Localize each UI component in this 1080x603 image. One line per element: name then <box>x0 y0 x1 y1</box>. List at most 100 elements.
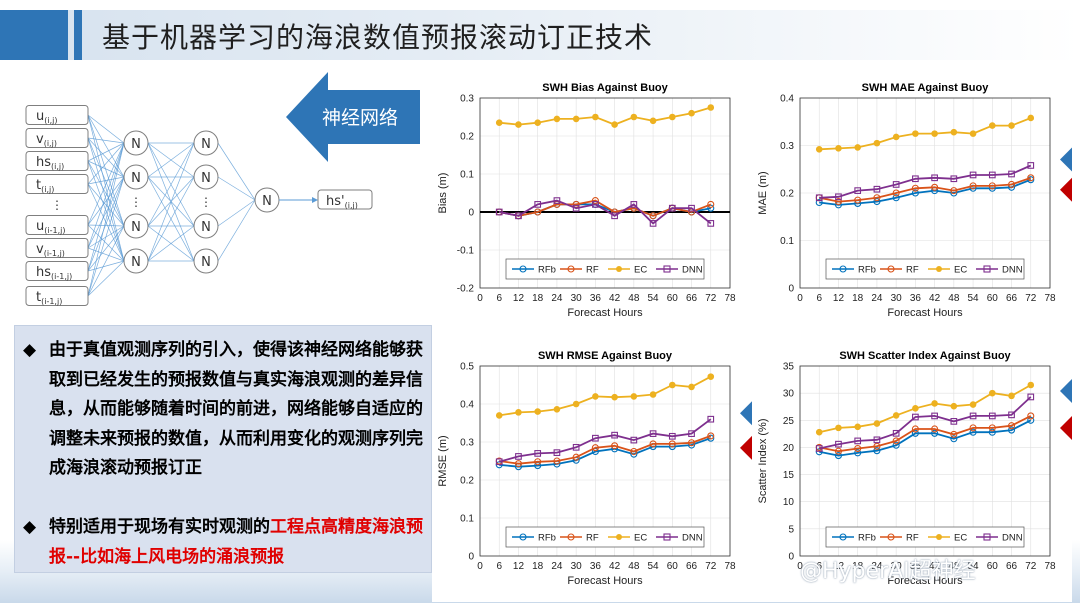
data-point-rf <box>854 196 862 204</box>
legend-label: RF <box>586 533 599 544</box>
legend-marker <box>887 265 895 273</box>
x-tick-label: 6 <box>816 561 822 572</box>
plot-frame <box>799 97 1051 289</box>
input-label: t(i,j) <box>36 178 54 194</box>
data-point-dnn <box>815 445 823 452</box>
input-connection <box>87 137 125 227</box>
legend-label: EC <box>954 533 967 544</box>
neuron-label: N <box>201 220 211 235</box>
data-point-dnn <box>611 431 618 439</box>
input-label: v(i-1,j) <box>36 242 65 258</box>
x-tick-label: 72 <box>705 293 717 304</box>
data-point-rf <box>873 442 881 450</box>
input-label: v(i,j) <box>36 132 57 148</box>
legend-marker <box>567 265 575 273</box>
data-point-rf <box>534 208 542 216</box>
data-point-dnn <box>835 440 842 448</box>
title-accent-block <box>0 10 68 60</box>
data-point-ec <box>873 139 881 147</box>
data-point-dnn <box>854 437 862 445</box>
data-point-dnn <box>688 204 695 212</box>
legend-label: DNN <box>682 265 703 276</box>
data-point-dnn <box>892 429 900 437</box>
x-tick-label: 78 <box>1044 561 1056 572</box>
data-point-dnn <box>592 434 599 442</box>
data-point-rf <box>854 444 862 453</box>
y-tick-label: 25 <box>783 416 795 427</box>
input-connection <box>87 137 125 262</box>
data-point-ec <box>669 381 676 389</box>
data-point-rfb <box>950 435 958 443</box>
data-point-rf <box>687 439 696 447</box>
annotation-arrow-blue <box>1060 378 1072 403</box>
data-point-dnn <box>969 171 977 179</box>
data-point-ec <box>553 115 561 123</box>
annotation-arrow-red <box>1060 177 1072 202</box>
legend-marker <box>519 265 527 273</box>
data-point-dnn <box>495 458 503 466</box>
x-tick-label: 30 <box>571 293 583 304</box>
chart-bias: SWH Bias Against Buoy -0.2 -0.1 0 0.1 0.2 0.3 0… <box>432 72 752 334</box>
x-tick-label: 72 <box>1025 293 1037 304</box>
data-point-rf <box>707 200 715 208</box>
neuron-node <box>193 130 219 156</box>
data-point-rfb <box>931 429 939 437</box>
data-point-rfb <box>892 194 900 202</box>
x-tick-label: 0 <box>477 293 483 304</box>
input-box <box>25 128 89 148</box>
input-ellipsis: ⋮ <box>51 198 63 212</box>
neuron-label: N <box>262 194 272 209</box>
chart-background <box>752 72 1072 334</box>
input-label: u(i-1,j) <box>36 219 65 235</box>
legend-box <box>825 258 1025 280</box>
input-connection <box>87 260 125 297</box>
input-connection <box>87 225 125 297</box>
x-tick-label: 78 <box>724 561 736 572</box>
data-point-ec <box>649 391 657 398</box>
input-box <box>25 105 89 125</box>
data-point-ec <box>815 146 823 153</box>
neuron-node <box>123 164 149 190</box>
legend-label: RFb <box>538 265 556 276</box>
x-tick-label: 72 <box>705 561 717 572</box>
data-point-dnn <box>854 187 862 194</box>
data-point-ec <box>572 115 580 123</box>
data-point-ec <box>495 119 503 127</box>
data-point-rf <box>931 425 939 433</box>
input-connection <box>87 142 125 185</box>
data-point-rf <box>572 453 580 461</box>
hidden-connection <box>147 142 195 262</box>
input-box <box>25 215 89 235</box>
y-tick-label: -0.1 <box>457 246 475 257</box>
paragraph-2: 特别适用于现场有实时观测的工程点高精度海浪预报--比如海上风电场的涌浪预报 <box>49 513 427 572</box>
x-tick-label: 66 <box>686 561 698 572</box>
paragraph-1: 由于真值观测序列的引入，使得该神经网络能够获取到已经发生的预报数值与真实海浪观测… <box>49 340 423 478</box>
neuron-node <box>193 164 219 190</box>
y-tick-label: 15 <box>783 470 795 481</box>
annotation-arrow-red <box>1060 415 1072 440</box>
x-tick-label: 54 <box>648 561 660 572</box>
neuron-label: N <box>201 137 211 152</box>
chart-title: SWH Bias Against Buoy <box>542 82 668 94</box>
x-tick-label: 60 <box>667 561 679 572</box>
legend-marker <box>663 533 671 541</box>
input-connection <box>87 137 125 144</box>
data-point-rfb <box>988 428 996 436</box>
data-point-dnn <box>515 212 522 220</box>
data-point-rfb <box>707 434 715 442</box>
watermark: @HyperAI超神经 <box>800 559 976 584</box>
data-point-rf <box>988 424 996 432</box>
data-point-dnn <box>592 201 599 208</box>
output-connection <box>217 176 256 201</box>
input-connection <box>87 114 125 262</box>
description-box: ◆ 由于真值观测序列的引入，使得该神经网络能够获取到已经发生的预报数值与真实海浪… <box>14 325 432 573</box>
chart-title: SWH MAE Against Buoy <box>862 82 990 94</box>
layer2-ellipsis: ⋮ <box>200 195 212 209</box>
chart-background <box>432 72 752 334</box>
output-arrowhead <box>312 197 318 203</box>
legend-marker <box>887 533 895 541</box>
data-point-rf <box>834 447 843 455</box>
x-tick-label: 42 <box>609 561 621 572</box>
input-box <box>25 261 89 281</box>
neural-network-arrow <box>286 72 420 162</box>
